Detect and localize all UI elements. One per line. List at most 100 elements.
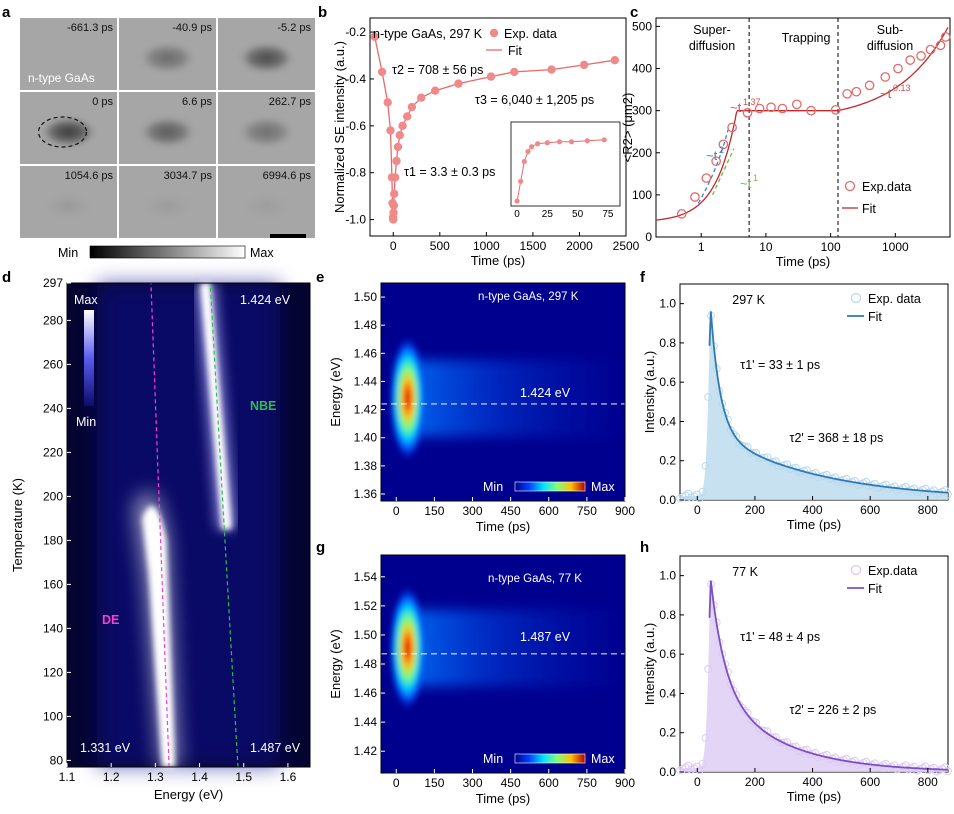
panel-h-legend-marker xyxy=(850,564,862,576)
panel-b-xtick-label: 1500 xyxy=(520,239,547,253)
panel-label-f: f xyxy=(640,269,646,286)
panel-c-axes-frame xyxy=(655,17,951,238)
panel-f-ytick-label: 1.0 xyxy=(659,297,676,311)
panel-h-ytick-label: 1.0 xyxy=(659,569,676,583)
panel-b-data-point xyxy=(383,98,392,107)
panel-a-frame-time: 262.7 ps xyxy=(269,96,312,108)
panel-e-xlabel: Time (ps) xyxy=(476,519,530,534)
panel-c-data-point xyxy=(940,32,951,42)
panel-h-data-point xyxy=(794,747,803,756)
panel-f-data-point xyxy=(701,462,710,470)
panel-b-inset-frame xyxy=(510,121,621,207)
panel-label-h: h xyxy=(640,539,649,556)
panel-d-annotations: Max Min DE NBE 1.424 eV 1.331 eV 1.487 e… xyxy=(74,293,301,755)
panel-f-ann-tau2: τ2' = 368 ± 18 ps xyxy=(790,431,884,445)
panel-f-data-point xyxy=(788,464,797,473)
panel-c-data-point xyxy=(925,44,936,55)
panel-f-data-point xyxy=(944,490,952,499)
panel-b-xtick-label: 2000 xyxy=(566,239,593,253)
panel-c-xtick-label: 10 xyxy=(759,240,773,254)
panel-a-carrier-spot xyxy=(39,116,98,148)
panel-label-b: b xyxy=(318,4,327,21)
panel-c-fit-exp-2: 2 xyxy=(719,145,724,155)
panel-label-a: a xyxy=(2,4,11,21)
panel-b-inset-xtick: 50 xyxy=(572,209,584,220)
panel-h-xlabel: Time (ps) xyxy=(787,789,841,804)
panel-c-data-point xyxy=(718,139,729,150)
panel-b-ytick-label: -0.4 xyxy=(345,72,366,86)
panel-e-ytick-label: 1.42 xyxy=(354,403,378,417)
panel-b-data-point xyxy=(547,65,556,74)
panel-h-title: 77 K xyxy=(732,565,758,579)
panel-c-ytick-label: 0 xyxy=(645,230,652,244)
panel-c-ytick-label: 500 xyxy=(632,19,652,33)
panel-b-title: n-type GaAs, 297 K xyxy=(373,27,483,41)
panel-f-ytick-label: 0.6 xyxy=(659,375,676,389)
panel-a-carrier-spot xyxy=(138,42,197,74)
panel-g-sample: n-type GaAs, 77 K xyxy=(488,573,582,585)
panel-label-c: c xyxy=(630,4,638,21)
panel-b-data-point xyxy=(417,93,426,102)
panel-e-colorbar xyxy=(514,481,586,492)
panel-e-heatmap: 0 150 300 450 600 750 900 1.36 1.38 1.40 1.42 1.44 1… xyxy=(328,282,635,534)
panel-d-ann-1487: 1.487 eV xyxy=(250,741,301,755)
panel-c-ytick-label: 200 xyxy=(632,146,652,160)
panel-g-xtick-label: 450 xyxy=(501,776,521,790)
panel-f-data-point xyxy=(695,494,704,503)
panel-b-inset-point xyxy=(556,139,563,145)
panel-a-carrier-spot xyxy=(237,116,296,148)
panel-d-ytick-label: 280 xyxy=(43,313,63,327)
panel-label-d: d xyxy=(2,269,11,286)
panel-f-ytick-label: 0.2 xyxy=(659,454,676,468)
panel-g-colorbar-max: Max xyxy=(591,752,615,766)
panel-c-xtick-label: 100 xyxy=(821,240,841,254)
panel-h-data-point xyxy=(941,763,950,772)
panel-b-ann-tau2: τ2 = 708 ± 56 ps xyxy=(392,63,483,77)
panel-e-ytick-label: 1.44 xyxy=(354,374,378,388)
panel-c-chart: 1 10 100 1000 0 100 200 300 400 500 Time (ps) <R2> … xyxy=(620,17,951,269)
panel-a-carrier-spot xyxy=(138,116,197,148)
panel-a-frame-time: 6994.6 ps xyxy=(263,170,312,182)
panel-a-frame-time: 1054.6 ps xyxy=(65,170,114,182)
panel-e-axes-frame xyxy=(380,282,626,502)
panel-b-data-point xyxy=(430,86,440,95)
panel-c-legend-fit: Fit xyxy=(862,202,876,216)
panel-h-data-point xyxy=(944,767,952,776)
panel-b-data-point xyxy=(407,102,417,112)
panel-a-scale-bar-gradient xyxy=(89,245,246,259)
panel-d-label-de: DE xyxy=(102,613,119,627)
panel-b-ylabel: Normalized SE intensity (a.u.) xyxy=(332,41,347,213)
panel-b-ytick-label: -0.6 xyxy=(345,119,366,133)
panel-d-colorbar-max: Max xyxy=(74,293,98,307)
panel-e-ytick-label: 1.46 xyxy=(354,346,378,360)
panel-h-ytick-label: 0.8 xyxy=(659,608,676,622)
panel-d-xtick-label: 1.3 xyxy=(147,770,164,784)
panel-d-nbe-guide xyxy=(209,282,239,768)
panel-d-ylabel: Temperature (K) xyxy=(10,478,25,572)
panel-a-carrier-spot xyxy=(39,190,98,222)
panel-h-data-point xyxy=(788,743,797,751)
panel-a-frame xyxy=(20,18,117,90)
panel-b-ytick-label: -0.2 xyxy=(345,25,366,39)
panel-c-region-3b: diffusion xyxy=(867,39,913,53)
panel-f-data-point xyxy=(749,448,758,457)
panel-b-data-point xyxy=(392,156,401,166)
panel-e-xtick-label: 450 xyxy=(501,504,521,518)
panel-c-data-point xyxy=(916,51,926,61)
panel-f-legend-exp: Exp. data xyxy=(868,292,921,306)
panel-b-inset-point xyxy=(584,138,590,144)
panel-g-ytick-label: 1.48 xyxy=(354,657,378,671)
panel-b-inset-point xyxy=(568,139,575,145)
panel-c-fit-line xyxy=(655,27,949,221)
panel-a-scale-max: Max xyxy=(250,246,274,260)
panel-g-xtick-label: 0 xyxy=(393,776,400,790)
panel-a-frame-time: -40.9 ps xyxy=(172,22,212,34)
panel-c-data-point xyxy=(842,88,852,99)
panel-e-emission-spot xyxy=(389,336,426,461)
panel-h-data-point xyxy=(695,766,704,775)
panel-h-ytick-label: 0.4 xyxy=(659,686,676,700)
panel-b-data-point xyxy=(389,215,398,224)
panel-a-carrier-spot xyxy=(237,190,296,222)
panel-d-ytick-label: 260 xyxy=(43,357,63,371)
panel-h-ytick-label: 0.0 xyxy=(659,765,676,779)
